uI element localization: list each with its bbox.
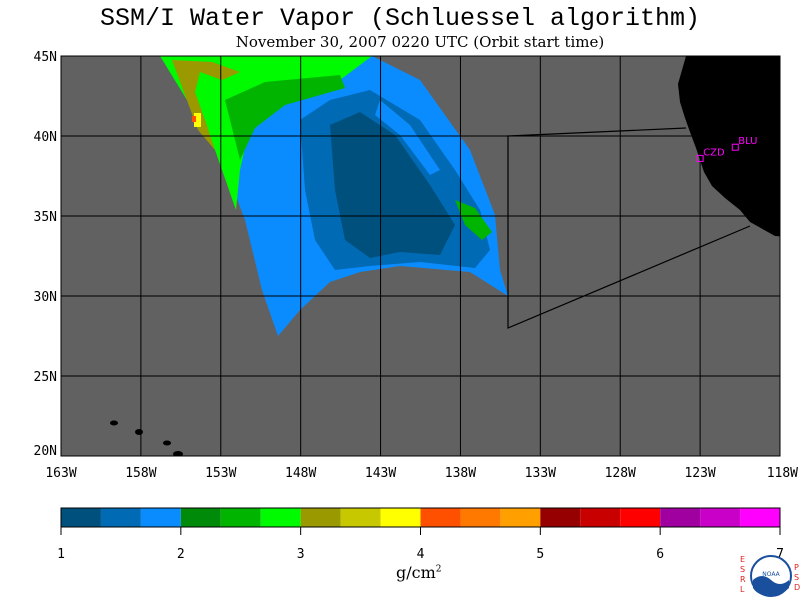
colorbar-tick-label: 1 [57,547,65,562]
colorbar-units: g/cm2 [396,563,442,582]
latitude-label: 45N [34,50,57,65]
longitude-label: 148W [285,466,316,481]
colorbar-tick-label: 4 [417,547,425,562]
latitude-label: 30N [34,290,57,305]
colorbar [60,507,781,528]
colorbar-tick-label: 6 [656,547,664,562]
colorbar-swatch [180,508,221,527]
station-marker [696,154,704,162]
colorbar-swatch [420,508,461,527]
station-markers: CZD BLU [696,136,758,162]
longitude-label: 118W [767,466,798,481]
logo-letter: S [740,565,745,574]
colorbar-tick-label: 5 [536,547,544,562]
island-kauai [110,420,118,426]
latitude-label: 20N [34,444,57,459]
latitude-labels: 45N 40N 35N 30N 25N 20N [34,50,57,459]
colorbar-swatch [260,508,301,527]
colorbar-swatch [220,508,261,527]
colorbar-tick-label: 7 [776,547,784,562]
swath-band-green [160,56,372,210]
swath-band-green-east [455,200,492,240]
colorbar-swatch [460,508,501,527]
colorbar-swatch [500,508,541,527]
station-label: BLU [738,136,757,147]
logo-letter: R [740,575,746,584]
latitude-label: 35N [34,210,57,225]
island-hawaii [173,451,183,456]
island-oahu [135,429,143,435]
domain-boundary [507,127,751,329]
map-frame [60,55,781,457]
logo-letter: S [794,573,799,582]
colorbar-swatch [660,508,701,527]
map-subtitle: November 30, 2007 0220 UTC (Orbit start … [235,33,605,51]
colorbar-swatch [340,508,381,527]
longitude-label: 143W [365,466,396,481]
noaa-logo-wave [753,576,789,596]
longitude-labels: 163W 158W 153W 148W 143W 138W 133W 128W 123W 118W [45,466,798,481]
swath-band-light-inner [375,100,440,175]
colorbar-swatch [380,508,421,527]
colorbar-ticks: 1 2 3 4 5 6 7 [57,527,784,562]
swath-layer [110,56,780,456]
map-title: SSM/I Water Vapor (Schluessel algorithm) [99,4,701,33]
longitude-label: 123W [684,466,715,481]
colorbar-tick-label: 2 [177,547,185,562]
swath-band-olive [172,60,240,150]
longitude-label: 163W [45,466,76,481]
logo-letter: D [794,583,800,592]
latitude-label: 40N [34,130,57,145]
colorbar-tick-label: 3 [297,547,305,562]
swath-hotspot-yellow [194,113,201,127]
station-marker [731,143,739,151]
logo-letter: L [740,585,745,594]
longitude-label: 133W [525,466,556,481]
island-maui [163,440,171,446]
swath-hotspot-red [192,116,196,122]
colorbar-swatch [740,508,780,527]
station-label: CZD [703,147,725,158]
colorbar-swatch [300,508,341,527]
longitude-label: 153W [205,466,236,481]
colorbar-swatch [61,508,101,527]
longitude-label: 128W [605,466,636,481]
colorbar-swatch [700,508,741,527]
logo-letter: P [794,563,799,572]
colorbar-swatch [540,508,581,527]
longitude-label: 138W [445,466,476,481]
land-north-america [678,56,780,237]
colorbar-swatch [580,508,621,527]
colorbar-swatch [100,508,141,527]
logo-right-letters: PSD [794,563,800,592]
longitude-label: 158W [125,466,156,481]
colorbar-swatch [620,508,661,527]
latitude-label: 25N [34,370,57,385]
swath-band-darkest [330,112,455,258]
noaa-badge-text: NOAA [762,571,780,578]
colorbar-swatch [140,508,181,527]
swath-band-green-dark [225,75,345,160]
logo-letter: E [740,555,745,564]
